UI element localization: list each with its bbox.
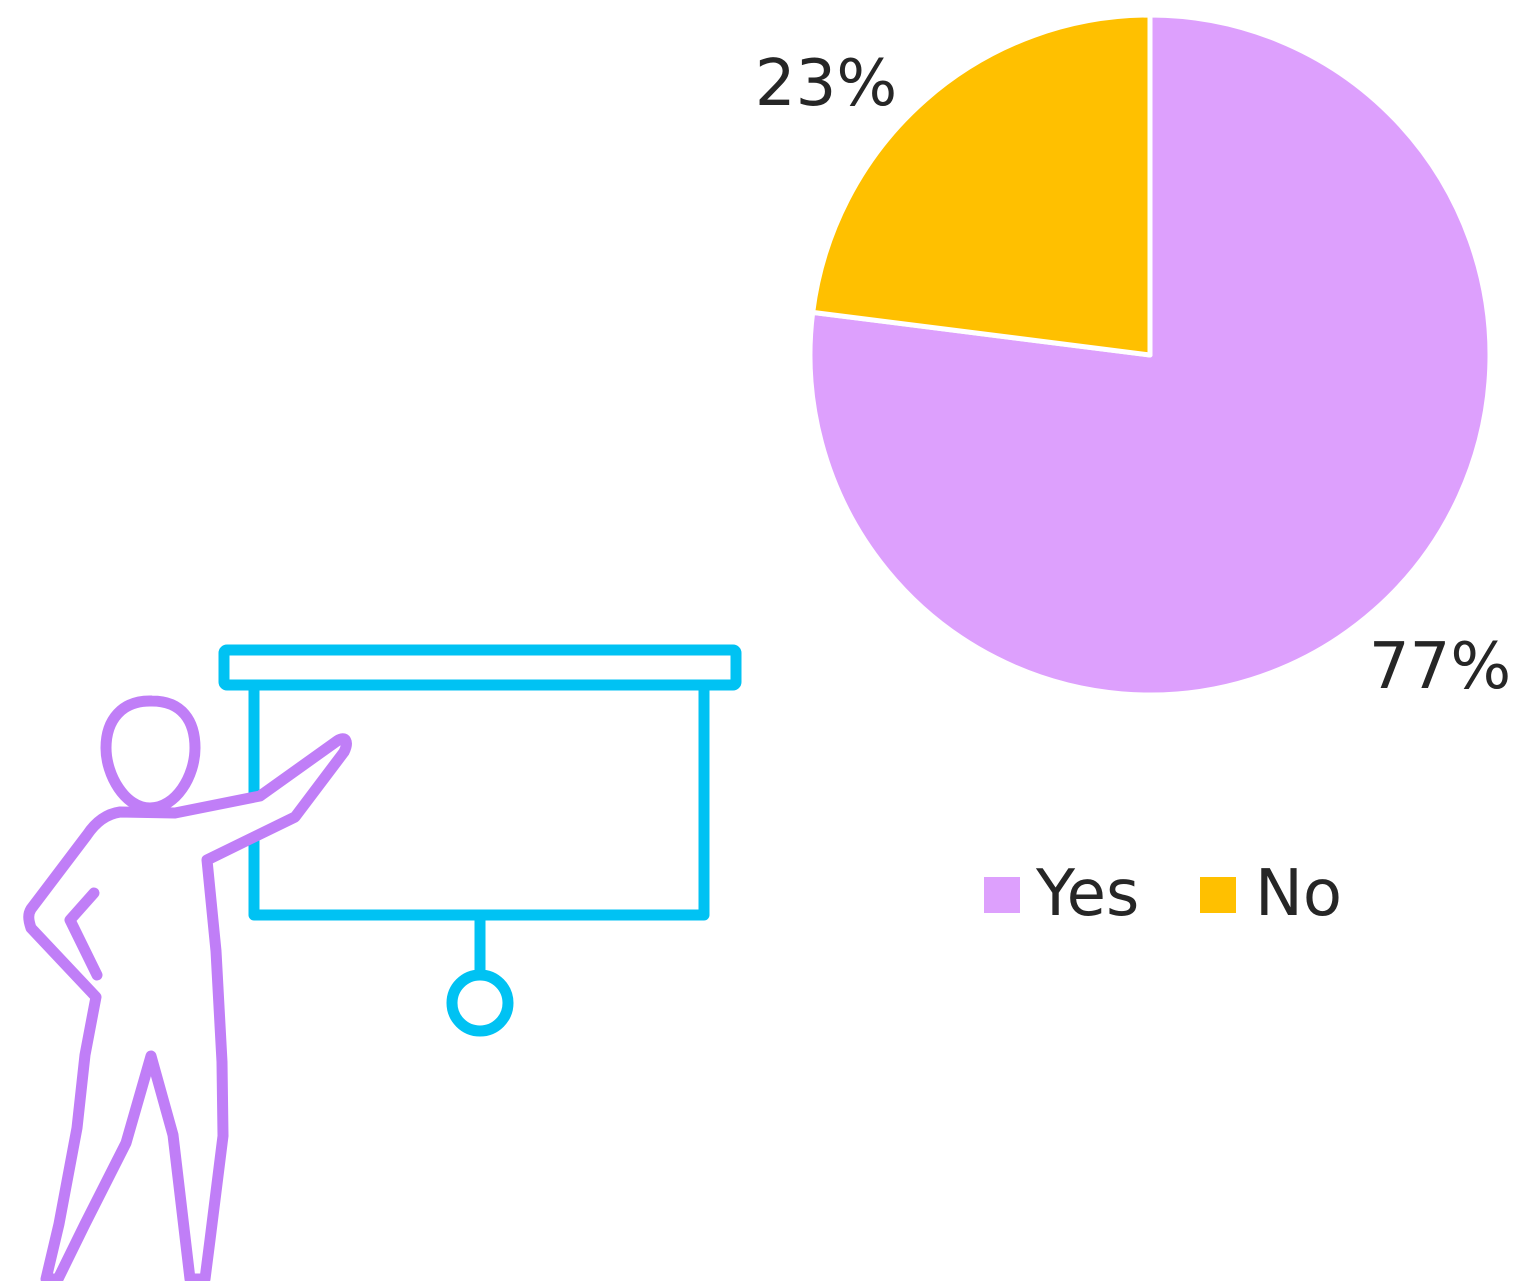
projection-screen-icon [218,644,742,1037]
presenter-person-icon [23,695,352,1281]
legend-label-yes: Yes [1035,857,1139,931]
legend-swatch-yes [984,877,1020,913]
pie-chart [807,12,1493,698]
data-label-no: 23% [755,47,897,121]
legend: Yes No [984,857,1342,931]
legend-swatch-no [1200,877,1236,913]
legend-label-no: No [1255,857,1342,931]
presenter-pointing-at-screen-icon [23,644,742,1281]
pie-slice-no [810,12,1153,358]
data-label-yes: 77% [1369,630,1511,704]
